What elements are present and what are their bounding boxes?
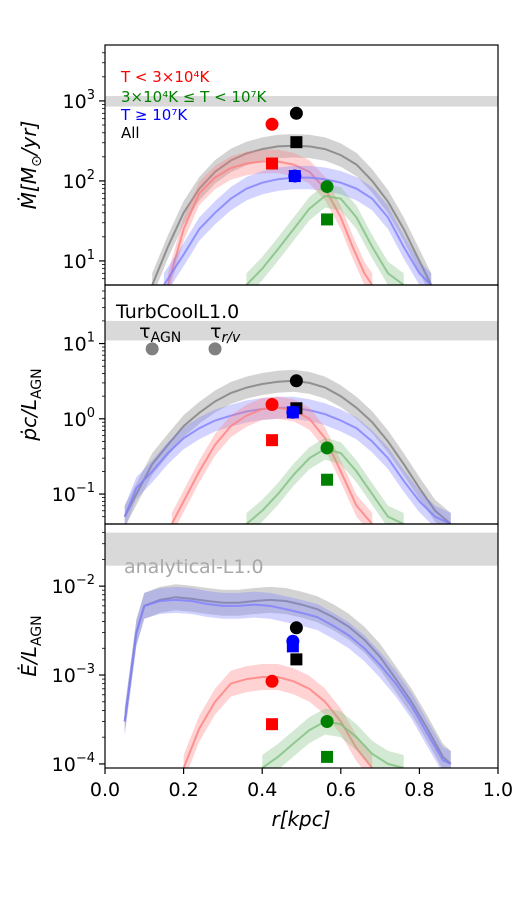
timescale-label: τr/v (210, 321, 241, 346)
y-tick-label: 10−1 (52, 481, 95, 506)
legend-entry: All (121, 124, 140, 142)
timescale-label: τAGN (139, 321, 181, 346)
y-axis-label: Ė/LAGN (17, 615, 45, 676)
panel-annotation: analytical-L1.0 (124, 556, 264, 578)
data-marker-square (290, 653, 303, 666)
series-band-3 (163, 165, 432, 285)
y-tick-label: 101 (63, 248, 95, 273)
series-band-3 (183, 664, 373, 768)
x-tick-label: 0.2 (168, 779, 198, 801)
y-axis-label: Ṁ[M⊙/yr] (17, 121, 45, 210)
data-marker-square (321, 750, 334, 763)
data-marker-square (321, 473, 334, 486)
series-band-4 (262, 708, 404, 768)
data-marker-circle (289, 621, 303, 635)
data-marker-square (321, 213, 334, 226)
y-tick-label: 101 (63, 331, 95, 356)
data-marker-circle (320, 180, 334, 194)
reference-band (105, 320, 498, 341)
data-marker-square (266, 434, 279, 447)
x-axis: 0.0 0.2 0.4 0.6 0.8 1.0 r[kpc] (90, 768, 513, 831)
series-line-2 (123, 406, 452, 524)
reference-band (105, 96, 498, 107)
data-marker-circle (265, 397, 279, 411)
series-line-1 (123, 596, 452, 765)
data-marker-square (288, 170, 301, 183)
series-band-2 (124, 586, 451, 768)
legend-entry: T < 3×10⁴K (120, 68, 210, 86)
data-marker-square (286, 406, 299, 419)
panel-2-plot-area (105, 320, 498, 524)
panel-3: analytical-L1.0 10−4 10−3 10−2 Ė/LAGN (17, 523, 499, 776)
timescale-marker (145, 342, 159, 356)
x-tick-label: 0.4 (247, 779, 277, 801)
x-axis-label: r[kpc] (271, 807, 330, 831)
y-tick-label: 100 (63, 406, 95, 431)
panel-3-plot-area (105, 532, 498, 768)
series-band-2 (124, 396, 451, 524)
y-tick-label: 102 (63, 168, 95, 193)
x-tick-label: 0.6 (326, 779, 356, 801)
panel-annotation: TurbCoolL1.0 (115, 301, 239, 323)
legend-entry: 3×10⁴K ≤ T < 10⁷K (121, 88, 268, 106)
legend-entry: T ≥ 10⁷K (120, 106, 188, 124)
y-axis-label: ṗc/LAGN (17, 368, 45, 441)
panel-1: 101 102 103 Ṁ[M⊙/yr] (17, 44, 499, 286)
data-marker-square (286, 640, 299, 653)
data-marker-circle (265, 674, 279, 688)
data-marker-circle (320, 715, 334, 729)
y-tick-label: 103 (63, 88, 95, 113)
y-tick-label: 10−2 (52, 573, 95, 598)
x-tick-label: 1.0 (483, 779, 513, 801)
panel-frame (104, 523, 499, 769)
series-line-4 (245, 194, 405, 285)
series-band-4 (246, 184, 404, 285)
reference-band (105, 532, 498, 566)
data-marker-circle (289, 374, 303, 388)
data-marker-square (290, 136, 303, 149)
series-line-2 (123, 598, 452, 765)
x-tick-label: 0.0 (90, 779, 120, 801)
data-marker-circle (265, 117, 279, 131)
series-line-3 (163, 176, 432, 285)
data-marker-circle (320, 441, 334, 455)
series-band-3 (171, 396, 373, 524)
data-marker-square (266, 718, 279, 731)
data-marker-circle (289, 106, 303, 120)
timescale-marker (208, 342, 222, 356)
data-marker-square (266, 157, 279, 170)
y-tick-label: 10−4 (52, 751, 95, 776)
series-line-1 (123, 379, 452, 524)
y-tick-label: 10−3 (52, 662, 95, 687)
panel-1-plot-area (105, 96, 498, 285)
series-band-1 (152, 134, 432, 285)
series-line-3 (182, 676, 373, 768)
x-tick-label: 0.8 (404, 779, 434, 801)
